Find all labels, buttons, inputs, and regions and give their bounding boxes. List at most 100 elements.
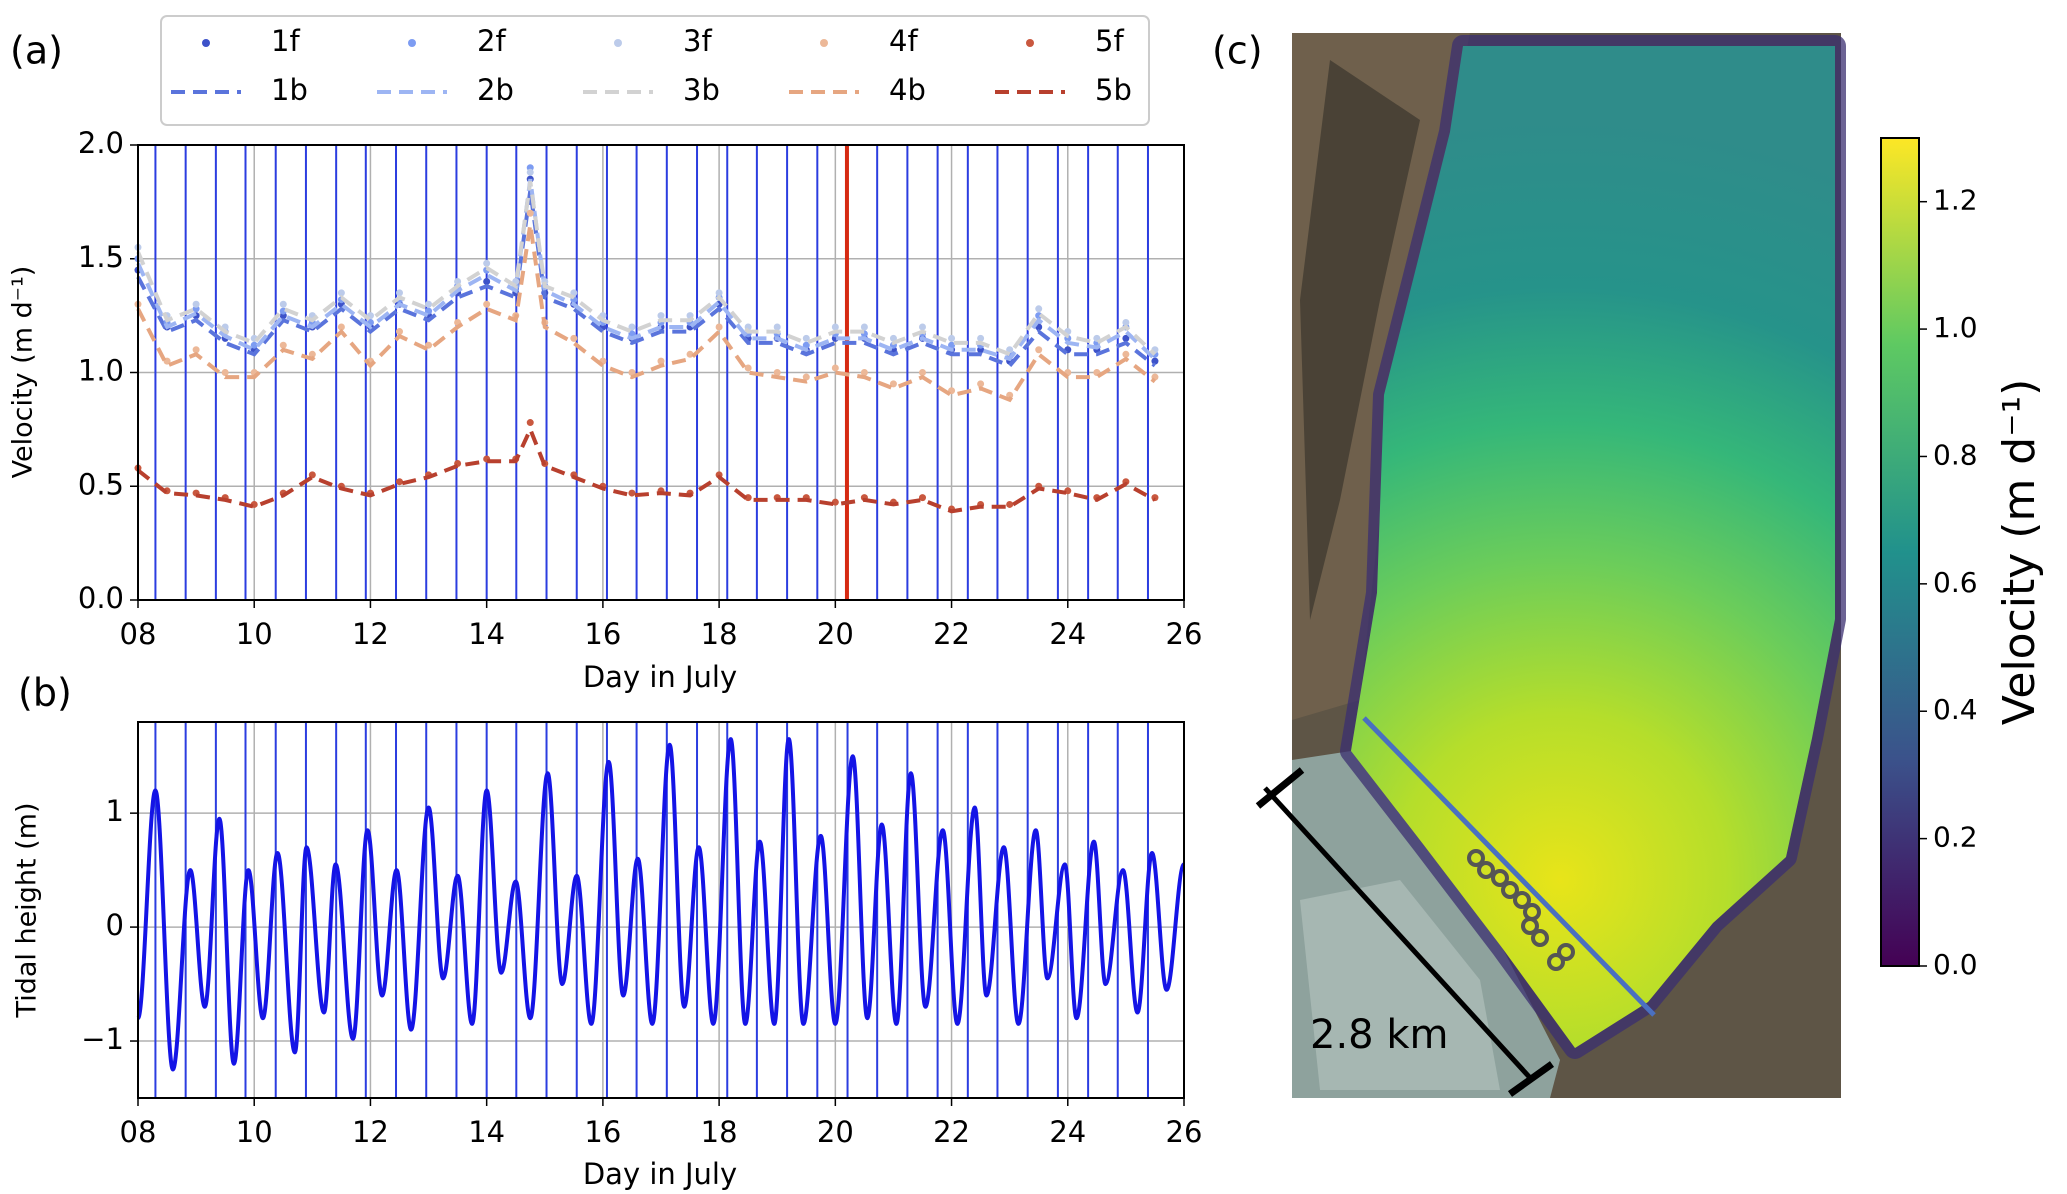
x-tick-label: 24	[1049, 617, 1086, 651]
y-tick-label: 1.5	[78, 240, 124, 274]
legend-label: 1b	[271, 73, 308, 107]
x-tick-label: 14	[468, 1115, 505, 1149]
data-point	[526, 168, 534, 176]
x-tick-label: 10	[236, 617, 273, 651]
series-line	[136, 178, 1157, 362]
y-tick-label: −1	[81, 1022, 124, 1056]
data-point	[483, 259, 491, 267]
data-point	[526, 419, 534, 427]
data-point	[1151, 357, 1159, 365]
axes-frame	[137, 144, 1185, 601]
scale-bar-cap	[1255, 767, 1305, 809]
colorbar-tick-label: 0.0	[1933, 948, 1978, 981]
map: 2.8 km	[1255, 33, 1846, 1098]
y-tick-label: 2.0	[78, 126, 124, 160]
data-point	[396, 289, 403, 297]
scale-bar	[1263, 786, 1535, 1083]
data-point	[628, 323, 636, 331]
legend-marker	[408, 39, 416, 47]
data-point	[1151, 494, 1159, 502]
x-tick-label: 22	[933, 617, 970, 651]
data-point	[744, 494, 752, 502]
data-point	[1122, 318, 1130, 326]
colorbar-tick-label: 1.2	[1933, 184, 1978, 217]
data-point	[744, 364, 752, 372]
data-point	[686, 350, 694, 358]
colorbar-tick-label: 0.6	[1933, 566, 1978, 599]
x-tick-label: 18	[701, 617, 738, 651]
x-tick-label: 22	[933, 1115, 970, 1149]
data-point	[1122, 350, 1130, 358]
data-point	[279, 341, 287, 349]
x-tick-label: 26	[1166, 617, 1203, 651]
x-tick-label: 16	[584, 1115, 621, 1149]
y-tick-label: 0.0	[78, 581, 124, 615]
legend-box	[160, 15, 1150, 126]
y-axis-label: Tidal height (m)	[12, 803, 43, 1019]
ice-melange	[1300, 880, 1500, 1090]
colorbar-label: Velocity (m d⁻¹)	[1994, 379, 2045, 726]
data-point	[831, 323, 839, 331]
data-point	[948, 334, 956, 342]
x-tick-label: 12	[352, 1115, 389, 1149]
axes-frame	[137, 721, 1185, 1099]
colorbar-tick-label: 0.2	[1933, 821, 1978, 854]
legend-label: 3b	[683, 73, 720, 107]
data-point	[396, 478, 403, 486]
legend-label: 4f	[889, 24, 918, 58]
x-axis-label: Day in July	[583, 660, 737, 694]
x-tick-label: 14	[468, 617, 505, 651]
y-tick-label: 0	[106, 908, 124, 942]
data-point	[192, 346, 200, 354]
legend-marker	[1026, 39, 1034, 47]
colorbar-tick-label: 1.0	[1933, 311, 1978, 344]
x-tick-label: 24	[1049, 1115, 1086, 1149]
data-point	[396, 328, 403, 336]
legend-marker	[820, 39, 828, 47]
legend-label: 5b	[1095, 73, 1132, 107]
velocity-field-inner	[1351, 46, 1835, 1048]
panel-label: (b)	[18, 671, 72, 715]
data-point	[1035, 305, 1043, 313]
terrain-shadow	[1300, 60, 1420, 620]
panel-label: (c)	[1212, 29, 1263, 73]
data-point	[860, 323, 868, 331]
data-point	[802, 373, 810, 381]
data-point	[919, 323, 926, 331]
transect	[1362, 716, 1656, 1017]
data-point	[628, 489, 636, 497]
x-tick-label: 18	[701, 1115, 738, 1149]
colorbar-tick-label: 0.4	[1933, 693, 1978, 726]
data-point	[802, 341, 810, 349]
x-tick-label: 12	[352, 617, 389, 651]
legend-label: 3f	[683, 24, 712, 58]
data-point	[860, 369, 868, 376]
y-axis-label: Velocity (m d⁻¹)	[8, 266, 39, 479]
x-tick-label: 08	[120, 1115, 157, 1149]
y-tick-label: 1.0	[78, 354, 124, 388]
series-line	[136, 424, 1156, 514]
scale-label: 2.8 km	[1310, 1012, 1448, 1058]
y-tick-label: 0.5	[78, 467, 124, 501]
data-point	[570, 334, 578, 342]
legend-label: 2b	[477, 73, 514, 107]
x-tick-label: 08	[120, 617, 157, 651]
legend-label: 4b	[889, 73, 926, 107]
scale-bar-cap	[1507, 1061, 1555, 1097]
data-point	[425, 300, 433, 308]
data-point	[715, 289, 723, 297]
data-point	[337, 323, 345, 331]
data-point	[773, 369, 781, 376]
series-line	[136, 224, 1157, 403]
legend-label: 5f	[1095, 24, 1124, 58]
legend-label: 2f	[477, 24, 506, 58]
data-point	[250, 341, 258, 349]
data-point	[221, 369, 229, 376]
data-point	[919, 369, 926, 376]
series-line	[136, 190, 1157, 369]
data-point	[483, 278, 491, 285]
y-tick-label: 1	[106, 794, 124, 828]
colorbar-tick-label: 0.8	[1933, 438, 1978, 471]
data-point	[1035, 346, 1043, 354]
